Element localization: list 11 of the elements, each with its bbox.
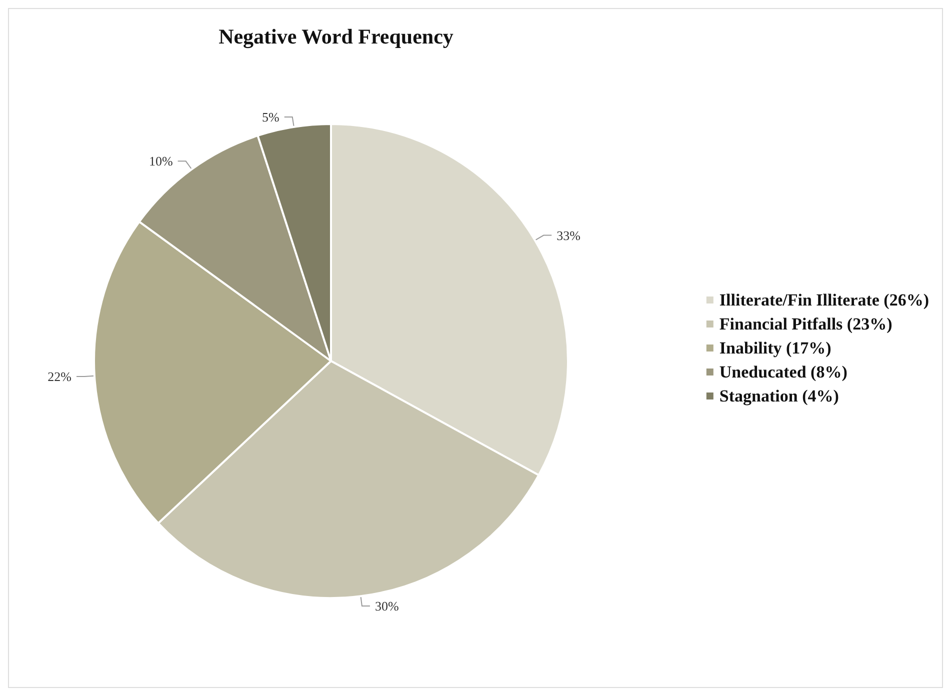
- legend-label: Uneducated (8%): [719, 362, 848, 382]
- legend-label: Stagnation (4%): [719, 386, 839, 406]
- data-label: 30%: [374, 598, 399, 614]
- legend-label: Illiterate/Fin Illiterate (26%): [719, 290, 930, 310]
- chart-title: Negative Word Frequency: [218, 24, 454, 48]
- data-label: 22%: [48, 369, 72, 384]
- legend-label: Financial Pitfalls (23%): [719, 314, 892, 334]
- data-label: 10%: [148, 154, 173, 169]
- data-label: 5%: [262, 110, 280, 125]
- data-label: 33%: [556, 228, 581, 243]
- legend-label: Inability (17%): [719, 338, 832, 358]
